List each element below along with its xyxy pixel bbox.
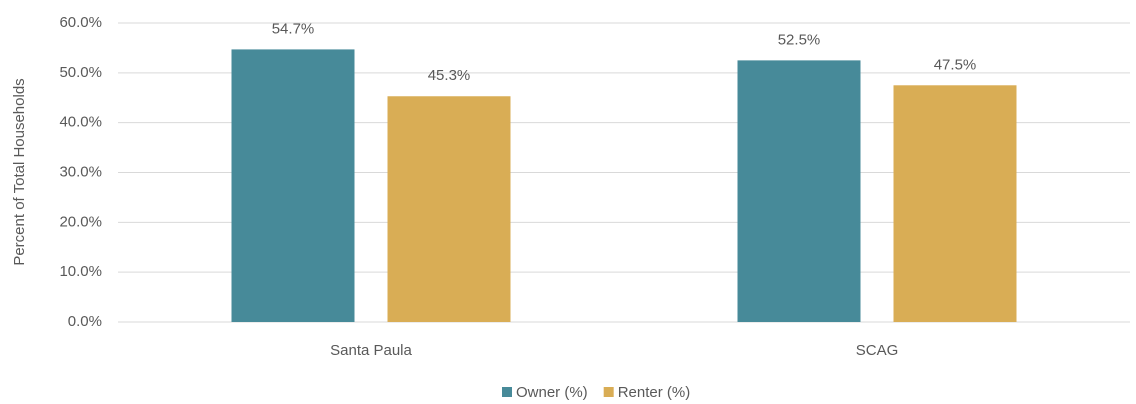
value-label: 45.3% [428, 67, 471, 84]
bar [737, 60, 861, 322]
legend-label: Owner (%) [516, 384, 588, 401]
bar [231, 49, 355, 322]
y-axis-label: Percent of Total Households [11, 78, 28, 265]
y-tick-label: 20.0% [59, 213, 102, 230]
y-tick-label: 60.0% [59, 14, 102, 31]
value-label: 54.7% [272, 20, 315, 37]
y-tick-label: 30.0% [59, 163, 102, 180]
y-tick-label: 40.0% [59, 114, 102, 131]
value-label: 47.5% [934, 56, 977, 73]
y-tick-label: 10.0% [59, 263, 102, 280]
y-tick-label: 50.0% [59, 64, 102, 81]
y-tick-label: 0.0% [68, 313, 102, 330]
x-tick-label: Santa Paula [330, 342, 412, 359]
value-label: 52.5% [778, 31, 821, 48]
x-tick-label: SCAG [856, 342, 899, 359]
legend-label: Renter (%) [618, 384, 691, 401]
legend-swatch [603, 387, 614, 397]
legend-swatch [502, 387, 512, 397]
bar [893, 85, 1017, 323]
bar [387, 96, 511, 322]
